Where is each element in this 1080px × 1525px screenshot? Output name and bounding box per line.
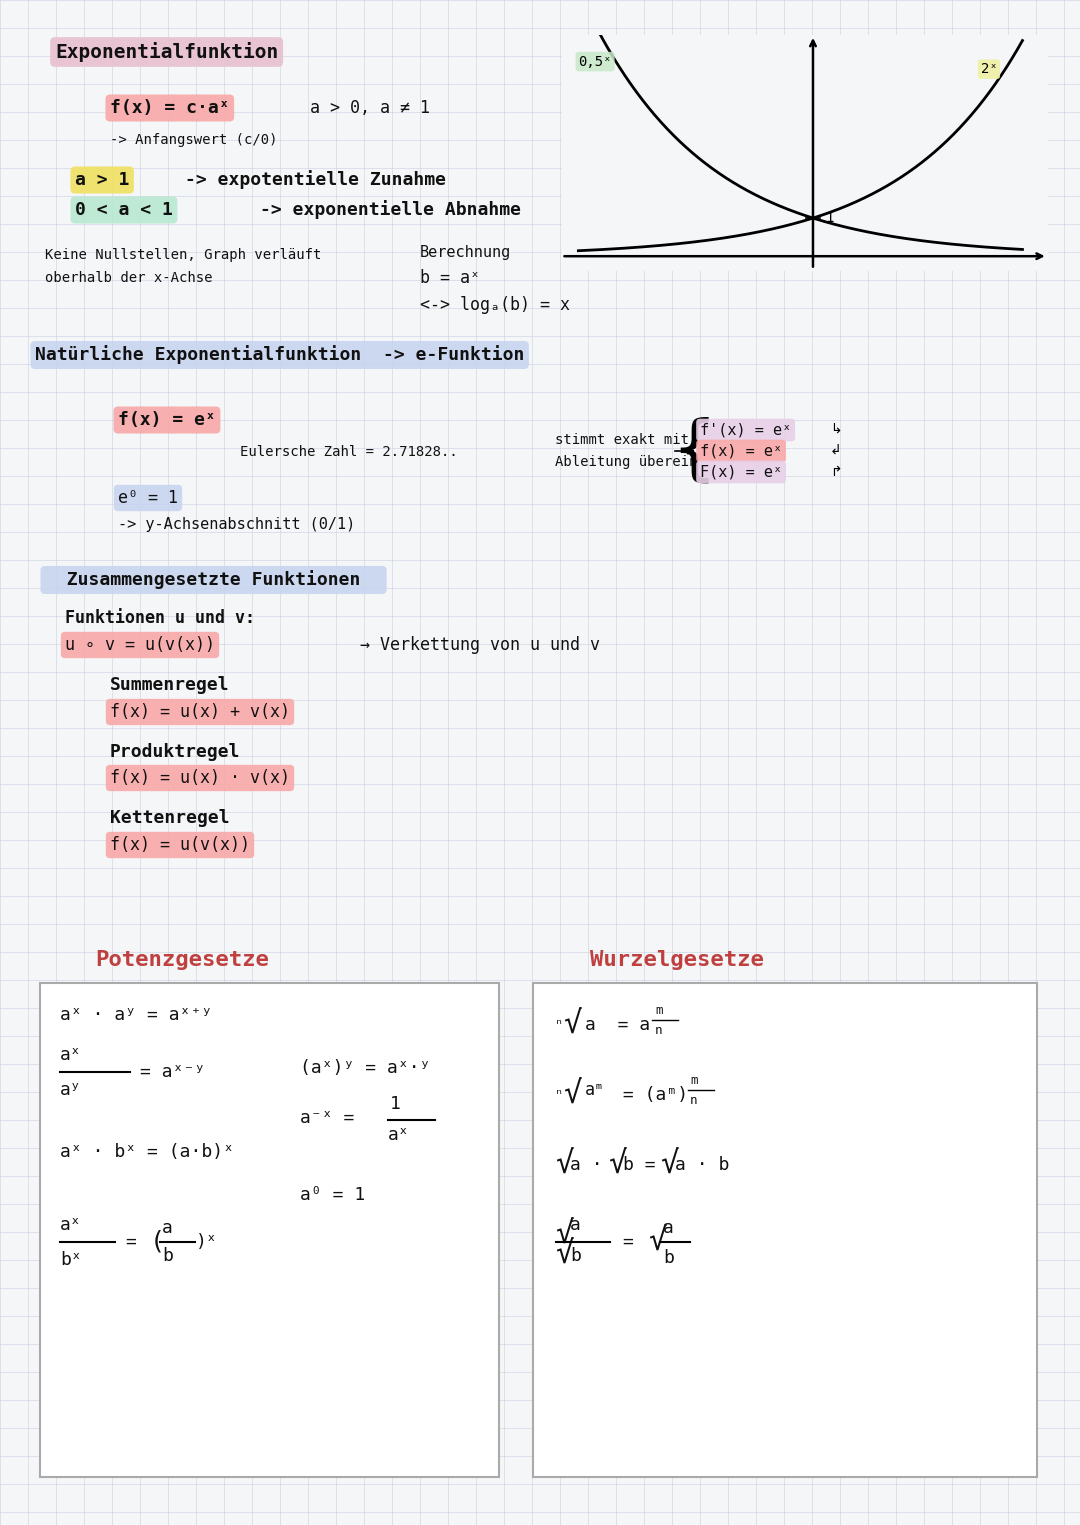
- Text: aˣ · bˣ = (a·b)ˣ: aˣ · bˣ = (a·b)ˣ: [60, 1144, 234, 1161]
- Text: -> Anfangswert (c/0): -> Anfangswert (c/0): [110, 133, 278, 146]
- Text: √: √: [563, 1011, 581, 1040]
- Text: = (aᵐ): = (aᵐ): [612, 1086, 688, 1104]
- Text: a · b: a · b: [675, 1156, 729, 1174]
- Text: Produktregel: Produktregel: [110, 743, 241, 761]
- Text: f'(x) = eˣ: f'(x) = eˣ: [700, 422, 792, 438]
- Text: a: a: [162, 1218, 173, 1237]
- Text: oberhalb der x-Achse: oberhalb der x-Achse: [45, 271, 213, 285]
- Text: m: m: [654, 1003, 662, 1017]
- Text: a  = a: a = a: [585, 1016, 650, 1034]
- Text: u ∘ v = u(v(x)): u ∘ v = u(v(x)): [65, 636, 215, 654]
- Text: ↱: ↱: [831, 465, 841, 479]
- Text: Wurzelgesetze: Wurzelgesetze: [590, 950, 764, 970]
- Text: ⁿ: ⁿ: [555, 1087, 564, 1103]
- Text: b =: b =: [623, 1156, 666, 1174]
- Text: f(x) = u(v(x)): f(x) = u(v(x)): [110, 836, 249, 854]
- Text: a: a: [570, 1215, 581, 1234]
- Text: √: √: [555, 1240, 573, 1269]
- Text: 0 < a < 1: 0 < a < 1: [75, 201, 173, 220]
- Text: b: b: [162, 1247, 173, 1266]
- FancyBboxPatch shape: [40, 984, 499, 1478]
- Text: b = aˣ: b = aˣ: [420, 268, 480, 287]
- Text: a > 0, a ≠ 1: a > 0, a ≠ 1: [310, 99, 430, 117]
- Text: ⁿ: ⁿ: [555, 1019, 564, 1032]
- Text: a > 1: a > 1: [75, 171, 130, 189]
- Text: aʸ: aʸ: [60, 1081, 82, 1100]
- Text: stimmt exakt mit: stimmt exakt mit: [555, 433, 689, 447]
- Text: → Verkettung von u und v: → Verkettung von u und v: [360, 636, 600, 654]
- Text: a ·: a ·: [570, 1156, 613, 1174]
- Text: Kettenregel: Kettenregel: [110, 808, 230, 827]
- Text: b: b: [570, 1247, 581, 1266]
- Text: -> y-Achsenabschnitt (0/1): -> y-Achsenabschnitt (0/1): [118, 517, 355, 532]
- Text: √: √: [660, 1150, 678, 1179]
- Text: -> exponentielle Abnahme: -> exponentielle Abnahme: [260, 200, 521, 220]
- Text: f(x) = eˣ: f(x) = eˣ: [700, 444, 782, 459]
- Text: Eulersche Zahl = 2.71828..: Eulersche Zahl = 2.71828..: [240, 445, 458, 459]
- Text: 2ˣ: 2ˣ: [981, 63, 997, 76]
- Text: √: √: [608, 1150, 626, 1179]
- Text: f(x) = c·aˣ: f(x) = c·aˣ: [110, 99, 230, 117]
- Text: n: n: [654, 1023, 662, 1037]
- Text: m: m: [690, 1074, 698, 1086]
- Text: a⁰ = 1: a⁰ = 1: [300, 1186, 365, 1205]
- Text: aˣ · aʸ = aˣ⁺ʸ: aˣ · aʸ = aˣ⁺ʸ: [60, 1006, 213, 1023]
- Text: bˣ: bˣ: [60, 1250, 82, 1269]
- Text: 1: 1: [390, 1095, 401, 1113]
- Text: f(x) = eˣ: f(x) = eˣ: [118, 412, 216, 429]
- Text: 0,5ˣ: 0,5ˣ: [579, 55, 612, 69]
- FancyBboxPatch shape: [534, 984, 1037, 1478]
- Text: (aˣ)ʸ = aˣ·ʸ: (aˣ)ʸ = aˣ·ʸ: [300, 1058, 431, 1077]
- Text: √: √: [563, 1081, 581, 1110]
- Text: n: n: [690, 1093, 698, 1107]
- Text: =: =: [622, 1234, 633, 1250]
- Text: (: (: [150, 1231, 165, 1254]
- Text: f(x) = u(x) + v(x): f(x) = u(x) + v(x): [110, 703, 291, 721]
- Text: aˣ: aˣ: [60, 1215, 82, 1234]
- Text: -> expotentielle Zunahme: -> expotentielle Zunahme: [185, 171, 446, 189]
- Text: Ableitung überein: Ableitung überein: [555, 454, 698, 470]
- Text: <-> logₐ(b) = x: <-> logₐ(b) = x: [420, 296, 570, 314]
- Text: Potenzgesetze: Potenzgesetze: [95, 950, 269, 970]
- Text: a⁻ˣ =: a⁻ˣ =: [300, 1109, 354, 1127]
- Text: a: a: [663, 1218, 674, 1237]
- Text: √: √: [555, 1220, 573, 1249]
- Text: b: b: [663, 1249, 674, 1267]
- Text: =: =: [125, 1234, 136, 1250]
- Text: {: {: [672, 416, 715, 485]
- Text: Keine Nullstellen, Graph verläuft: Keine Nullstellen, Graph verläuft: [45, 249, 322, 262]
- Text: 1: 1: [825, 210, 834, 226]
- Text: Zusammengesetzte Funktionen: Zusammengesetzte Funktionen: [45, 570, 382, 590]
- Text: Funktionen u und v:: Funktionen u und v:: [65, 608, 255, 627]
- Text: aᵐ: aᵐ: [585, 1081, 605, 1100]
- Text: ↳: ↳: [831, 422, 841, 438]
- Text: aˣ: aˣ: [60, 1046, 82, 1064]
- Text: Natürliche Exponentialfunktion  -> e-Funktion: Natürliche Exponentialfunktion -> e-Funk…: [35, 346, 525, 364]
- Text: Exponentialfunktion: Exponentialfunktion: [55, 43, 279, 63]
- Text: e⁰ = 1: e⁰ = 1: [118, 490, 178, 506]
- Text: aˣ: aˣ: [388, 1125, 409, 1144]
- Text: = aˣ⁻ʸ: = aˣ⁻ʸ: [140, 1063, 205, 1081]
- Text: Berechnung: Berechnung: [420, 244, 511, 259]
- Text: F(x) = eˣ: F(x) = eˣ: [700, 465, 782, 479]
- Text: √: √: [555, 1150, 573, 1179]
- Text: ↲: ↲: [831, 444, 841, 458]
- Text: √: √: [648, 1228, 666, 1257]
- Text: Summenregel: Summenregel: [110, 676, 230, 694]
- Text: )ˣ: )ˣ: [195, 1234, 218, 1250]
- Text: f(x) = u(x) · v(x): f(x) = u(x) · v(x): [110, 769, 291, 787]
